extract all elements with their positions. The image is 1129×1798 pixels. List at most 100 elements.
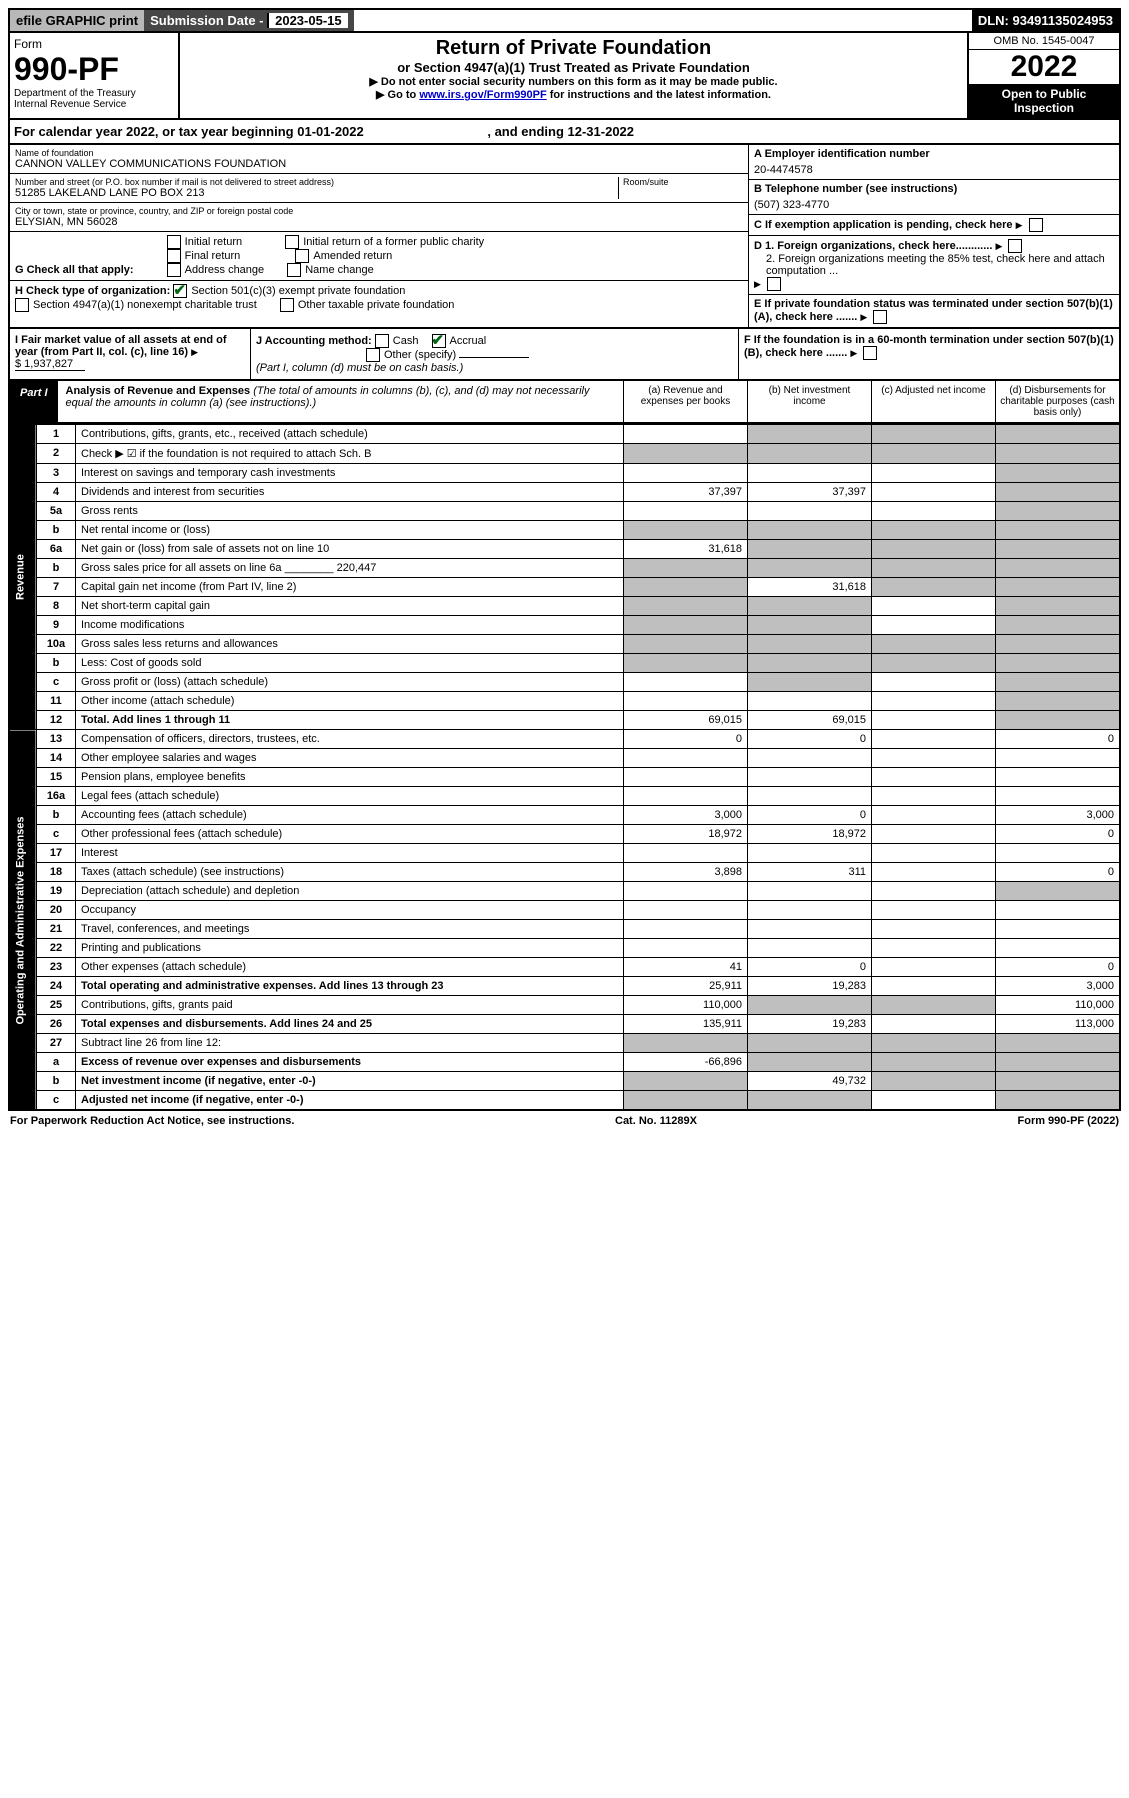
line-desc: Contributions, gifts, grants paid (76, 996, 624, 1015)
table-row: 22Printing and publications (9, 939, 1120, 958)
form-subtitle: or Section 4947(a)(1) Trust Treated as P… (184, 60, 963, 75)
line-no: 13 (37, 730, 76, 749)
tax-year: 2022 (969, 50, 1119, 84)
irs-link[interactable]: www.irs.gov/Form990PF (419, 89, 546, 101)
line-no: b (37, 1072, 76, 1091)
checkbox-other-taxable[interactable] (280, 298, 294, 312)
omb-number: OMB No. 1545-0047 (969, 33, 1119, 50)
checkbox-d1[interactable] (1008, 239, 1022, 253)
line-no: c (37, 825, 76, 844)
line-desc: Accounting fees (attach schedule) (76, 806, 624, 825)
table-row: 17Interest (9, 844, 1120, 863)
checkbox-e[interactable] (873, 310, 887, 324)
line-desc: Net short-term capital gain (76, 597, 624, 616)
table-row: 15Pension plans, employee benefits (9, 768, 1120, 787)
city-label: City or town, state or province, country… (15, 206, 743, 216)
line-desc: Total expenses and disbursements. Add li… (76, 1015, 624, 1034)
checkbox-c[interactable] (1029, 218, 1043, 232)
part-title: Analysis of Revenue and Expenses (66, 385, 251, 397)
section-j-label: J Accounting method: (256, 335, 372, 347)
line-no: 21 (37, 920, 76, 939)
table-row: bAccounting fees (attach schedule)3,0000… (9, 806, 1120, 825)
line-no: 15 (37, 768, 76, 787)
page-footer: For Paperwork Reduction Act Notice, see … (8, 1111, 1121, 1131)
side-label: Revenue (9, 425, 37, 730)
col-d-header: (d) Disbursements for charitable purpose… (995, 381, 1119, 422)
checkbox-d2[interactable] (767, 277, 781, 291)
checkbox-4947[interactable] (15, 298, 29, 312)
checkbox-final-return[interactable] (167, 249, 181, 263)
line-no: 17 (37, 844, 76, 863)
addr-label: Number and street (or P.O. box number if… (15, 177, 618, 187)
table-row: Operating and Administrative Expenses13C… (9, 730, 1120, 749)
efile-label: efile GRAPHIC print (10, 10, 144, 31)
line-no: 5a (37, 502, 76, 521)
checkbox-501c3[interactable] (173, 284, 187, 298)
line-no: b (37, 559, 76, 578)
entity-info: Name of foundation CANNON VALLEY COMMUNI… (8, 145, 1121, 329)
footer-mid: Cat. No. 11289X (615, 1115, 697, 1127)
checkbox-f[interactable] (863, 346, 877, 360)
room-label: Room/suite (623, 177, 743, 187)
part-label: Part I (10, 381, 58, 422)
phone: (507) 323-4770 (754, 195, 1114, 211)
checkbox-cash[interactable] (375, 334, 389, 348)
side-label: Operating and Administrative Expenses (9, 730, 37, 1111)
line-no: 26 (37, 1015, 76, 1034)
table-row: bGross sales price for all assets on lin… (9, 559, 1120, 578)
checkbox-other-method[interactable] (366, 348, 380, 362)
checkbox-address-change[interactable] (167, 263, 181, 277)
line-no: 23 (37, 958, 76, 977)
line-no: 10a (37, 635, 76, 654)
checkbox-amended[interactable] (295, 249, 309, 263)
line-desc: Interest on savings and temporary cash i… (76, 464, 624, 483)
top-bar: efile GRAPHIC print Submission Date - 20… (8, 8, 1121, 33)
line-no: 22 (37, 939, 76, 958)
checkbox-initial-former[interactable] (285, 235, 299, 249)
form-header: Form 990-PF Department of the Treasury I… (8, 33, 1121, 120)
foundation-name: CANNON VALLEY COMMUNICATIONS FOUNDATION (15, 158, 743, 170)
line-no: b (37, 806, 76, 825)
line-desc: Gross sales price for all assets on line… (76, 559, 624, 578)
line-desc: Dividends and interest from securities (76, 483, 624, 502)
table-row: Revenue1Contributions, gifts, grants, et… (9, 425, 1120, 444)
table-row: 6aNet gain or (loss) from sale of assets… (9, 540, 1120, 559)
checkbox-initial-return[interactable] (167, 235, 181, 249)
line-desc: Travel, conferences, and meetings (76, 920, 624, 939)
name-label: Name of foundation (15, 148, 743, 158)
table-row: aExcess of revenue over expenses and dis… (9, 1053, 1120, 1072)
line-no: 27 (37, 1034, 76, 1053)
line-desc: Other professional fees (attach schedule… (76, 825, 624, 844)
checkbox-accrual[interactable] (432, 334, 446, 348)
line-no: 8 (37, 597, 76, 616)
line-no: c (37, 673, 76, 692)
table-row: 10aGross sales less returns and allowanc… (9, 635, 1120, 654)
line-desc: Income modifications (76, 616, 624, 635)
line-desc: Net investment income (if negative, ente… (76, 1072, 624, 1091)
line-no: 11 (37, 692, 76, 711)
line-no: 18 (37, 863, 76, 882)
line-desc: Interest (76, 844, 624, 863)
line-desc: Less: Cost of goods sold (76, 654, 624, 673)
line-desc: Gross sales less returns and allowances (76, 635, 624, 654)
line-no: b (37, 654, 76, 673)
line-desc: Other employee salaries and wages (76, 749, 624, 768)
section-e: E If private foundation status was termi… (749, 295, 1119, 327)
submission-date: 2023-05-15 (267, 13, 348, 28)
line-no: 6a (37, 540, 76, 559)
part-1-table: Revenue1Contributions, gifts, grants, et… (8, 424, 1121, 1111)
fmv-assets: $ 1,937,827 (15, 358, 85, 371)
line-desc: Total operating and administrative expen… (76, 977, 624, 996)
table-row: 16aLegal fees (attach schedule) (9, 787, 1120, 806)
line-desc: Adjusted net income (if negative, enter … (76, 1091, 624, 1111)
table-row: bNet investment income (if negative, ent… (9, 1072, 1120, 1091)
ein-label: A Employer identification number (754, 148, 1114, 160)
line-desc: Depreciation (attach schedule) and deple… (76, 882, 624, 901)
line-desc: Printing and publications (76, 939, 624, 958)
checkbox-name-change[interactable] (287, 263, 301, 277)
col-a-header: (a) Revenue and expenses per books (623, 381, 747, 422)
dln: DLN: 93491135024953 (972, 10, 1119, 31)
line-desc: Gross rents (76, 502, 624, 521)
line-no: 1 (37, 425, 76, 444)
ein: 20-4474578 (754, 160, 1114, 176)
